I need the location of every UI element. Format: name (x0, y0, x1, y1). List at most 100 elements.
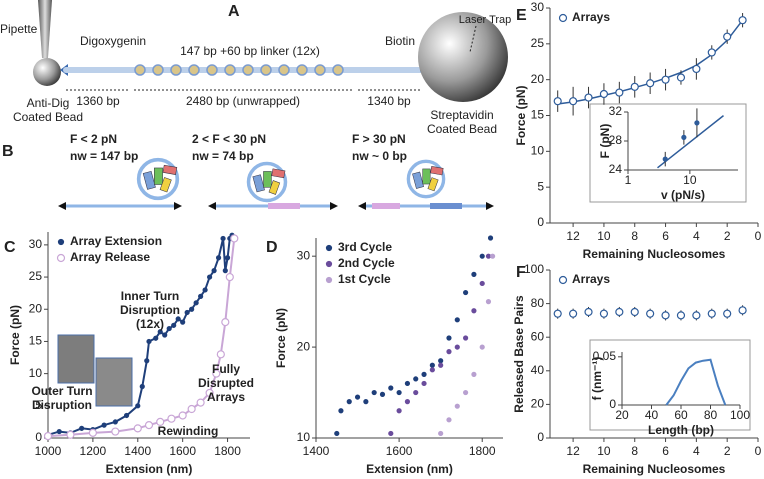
data-point (421, 380, 427, 387)
data-point (222, 268, 228, 274)
data-point (157, 329, 163, 335)
annotation: Arrays (207, 390, 245, 404)
data-point (646, 79, 655, 88)
data-point (198, 293, 204, 299)
x-axis-label: Length (bp) (648, 423, 714, 437)
data-point (144, 358, 150, 364)
data-point (569, 97, 578, 106)
x-tick-label: 1600 (169, 444, 196, 458)
x-tick-label: 1800 (214, 444, 241, 458)
nucleosome (246, 161, 288, 203)
legend-label: Arrays (572, 10, 610, 24)
legend-marker (325, 276, 333, 284)
wrap-label: nw ~ 0 bp (352, 149, 407, 163)
data-point (662, 156, 668, 162)
y-tick-label: 5 (35, 398, 42, 412)
data-point (187, 404, 196, 414)
data-point (661, 75, 670, 84)
data-point (584, 93, 593, 102)
data-point (379, 391, 386, 397)
data-point (630, 307, 639, 317)
data-point (224, 255, 231, 261)
data-point (429, 367, 435, 373)
x-tick-label: 1400 (303, 444, 330, 458)
data-point (738, 16, 747, 25)
data-point (334, 430, 340, 437)
force-label: 2 < F < 30 pN (192, 132, 266, 146)
data-point (139, 383, 145, 390)
annotation: Disruption (120, 303, 180, 317)
x-tick-label: 0 (755, 229, 762, 243)
data-point (454, 317, 460, 323)
data-point (221, 318, 230, 327)
data-point (490, 253, 496, 259)
annotation: (12x) (136, 317, 164, 331)
force-label: F > 30 pN (352, 132, 406, 146)
y-tick-label: 0 (35, 430, 42, 444)
panel-letter: C (4, 239, 16, 256)
x-axis-label: Remaining Nucleosomes (583, 247, 726, 261)
annotation: Fully (212, 362, 240, 376)
data-point (429, 362, 435, 368)
data-point (133, 424, 142, 433)
data-point (388, 430, 394, 437)
data-point (56, 428, 62, 435)
data-point (471, 308, 477, 314)
data-point (135, 403, 141, 409)
data-point (692, 64, 701, 74)
legend-marker (57, 238, 65, 246)
data-point (212, 369, 221, 378)
y-tick-label: 15 (29, 334, 43, 348)
data-point (569, 309, 578, 318)
x-tick-label: 1 (625, 173, 632, 187)
data-point (676, 73, 686, 82)
y-tick-label: 0 (537, 215, 544, 229)
x-tick-label: 10 (597, 444, 611, 458)
data-point (354, 394, 361, 400)
left-bead (33, 58, 61, 86)
annotation: Disrupted (198, 376, 254, 390)
inset-frame (589, 103, 747, 203)
y-tick-label: 60 (531, 329, 545, 343)
legend-label: Array Release (70, 250, 150, 264)
label: Anti-Dig (27, 96, 70, 110)
laser-arrow (469, 25, 477, 53)
label: Coated Bead (427, 122, 497, 136)
x-tick-label: 2 (724, 229, 731, 243)
x-tick-label: 1800 (469, 444, 496, 458)
data-point (388, 385, 394, 391)
y-tick-label: 20 (297, 339, 311, 353)
data-point (485, 299, 492, 305)
data-point (178, 411, 187, 420)
series-line (665, 358, 727, 406)
data-point (101, 422, 107, 428)
legend-label: 2nd Cycle (338, 256, 395, 270)
data-point (184, 309, 190, 316)
data-point (615, 307, 624, 317)
data-point (694, 120, 700, 126)
data-point (553, 97, 562, 106)
data-point (225, 272, 234, 282)
annotation: Outer Turn (31, 384, 92, 398)
x-tick-label: 12 (566, 229, 580, 243)
y-tick-label: 40 (531, 363, 545, 377)
data-point (630, 82, 639, 91)
data-point (111, 427, 120, 436)
data-point (146, 338, 152, 345)
right-bead (418, 12, 508, 102)
data-point (216, 350, 225, 359)
data-point (692, 311, 701, 320)
data-point (66, 430, 75, 439)
data-point (346, 399, 352, 405)
data-point (479, 280, 485, 287)
x-tick-label: 10 (597, 229, 611, 243)
data-point (446, 417, 452, 423)
data-point (446, 349, 452, 355)
data-point (471, 271, 477, 277)
panel-letter: D (266, 239, 278, 256)
y-tick-label: 30 (297, 248, 311, 262)
x-tick-label: 8 (631, 229, 638, 243)
inset-frame (589, 339, 751, 431)
x-axis-label: v (pN/s) (661, 188, 705, 202)
data-point (79, 425, 85, 431)
